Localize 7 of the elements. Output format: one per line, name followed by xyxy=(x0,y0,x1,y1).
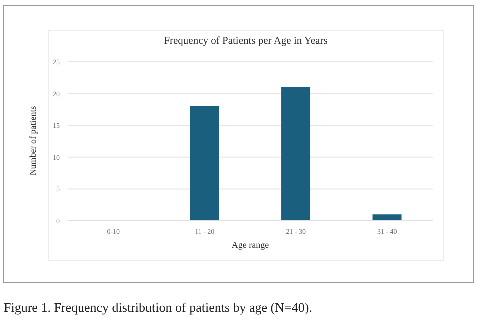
x-axis-title: Age range xyxy=(230,240,270,250)
bar xyxy=(190,106,220,221)
bar xyxy=(282,87,311,221)
bar xyxy=(372,214,402,221)
caption: Figure 1. Frequency distribution of patients by age (N=40). xyxy=(4,300,312,316)
y-axis-title: Number of patients xyxy=(28,106,38,176)
chart-title: Frequency of Patients per Age in Years xyxy=(163,36,329,47)
